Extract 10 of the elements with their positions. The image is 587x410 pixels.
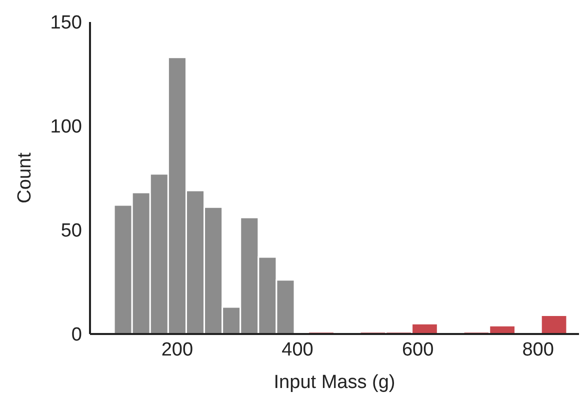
x-tick-label: 600 (402, 339, 434, 360)
y-tick-label: 100 (50, 116, 82, 138)
y-tick-label: 150 (50, 12, 82, 34)
x-tick-label: 200 (161, 339, 194, 360)
x-tick-label: 400 (282, 339, 314, 360)
y-axis-title: Count (14, 152, 36, 204)
y-tick-label: 0 (71, 324, 82, 346)
y-tick-label: 50 (60, 220, 82, 242)
x-axis-title: Input Mass (g) (274, 372, 396, 393)
x-tick-label: 800 (522, 339, 554, 360)
